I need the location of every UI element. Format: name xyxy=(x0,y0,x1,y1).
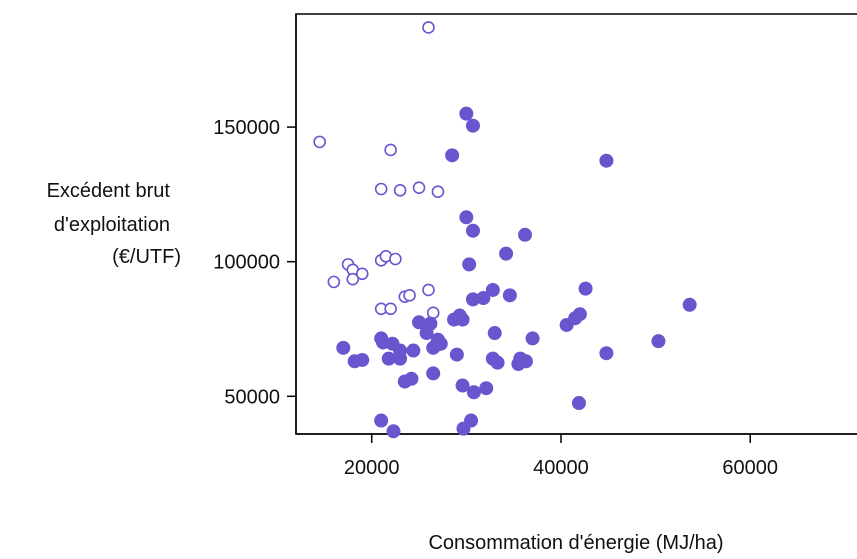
plot-area-frame xyxy=(295,13,857,435)
open-data-point xyxy=(327,275,341,289)
open-data-point xyxy=(355,267,369,281)
y-axis-label-line-3: (€/UTF) xyxy=(112,246,181,268)
open-data-point xyxy=(403,289,416,302)
x-axis-label: Consommation d'énergie (MJ/ha) xyxy=(428,532,723,554)
x-tick-label: 20000 xyxy=(344,457,400,479)
filled-data-point xyxy=(502,288,517,303)
filled-data-point xyxy=(599,153,614,168)
filled-data-point xyxy=(464,413,479,428)
filled-data-point xyxy=(525,331,540,346)
open-data-point xyxy=(313,135,326,149)
filled-data-point xyxy=(599,346,614,361)
filled-data-point xyxy=(445,148,460,163)
filled-data-point xyxy=(479,381,494,396)
filled-data-point xyxy=(374,413,389,428)
y-tick-label: 100000 xyxy=(213,252,280,274)
filled-data-point xyxy=(336,340,351,355)
open-data-point xyxy=(389,252,402,266)
filled-data-point xyxy=(455,312,470,327)
y-axis-label-line-1: Excédent brut xyxy=(46,180,170,202)
open-data-point xyxy=(384,143,397,157)
filled-data-point xyxy=(682,297,697,312)
open-data-point xyxy=(346,272,360,286)
filled-data-point xyxy=(393,351,408,366)
filled-data-point xyxy=(404,371,419,386)
filled-data-point xyxy=(485,282,500,297)
filled-data-point xyxy=(449,347,464,362)
filled-data-point xyxy=(651,334,666,349)
y-axis-ticks: 50000 100000 150000 xyxy=(213,117,296,408)
filled-data-point xyxy=(466,385,481,400)
filled-data-point xyxy=(571,396,586,411)
x-tick-label: 60000 xyxy=(722,457,778,479)
filled-data-point xyxy=(355,352,370,367)
open-data-point xyxy=(422,21,435,34)
open-data-point xyxy=(374,182,388,196)
open-data-point xyxy=(393,184,407,197)
open-data-point xyxy=(412,181,426,194)
y-axis-label-line-2: d'exploitation xyxy=(53,214,170,236)
filled-data-point xyxy=(386,424,401,439)
filled-data-point xyxy=(459,210,474,225)
filled-data-point xyxy=(487,326,502,341)
open-data-point xyxy=(384,302,397,316)
x-axis-ticks: 20000 40000 60000 xyxy=(344,434,778,479)
filled-data-point xyxy=(499,246,514,261)
open-data-point xyxy=(431,185,445,198)
filled-data-point xyxy=(559,317,574,332)
filled-data-point xyxy=(465,223,480,238)
filled-data-point xyxy=(462,257,477,272)
filled-data-point xyxy=(455,378,470,393)
filled-data-point xyxy=(459,106,474,121)
filled-data-point xyxy=(406,343,421,358)
x-tick-label: 40000 xyxy=(533,457,589,479)
filled-data-point xyxy=(426,366,441,381)
filled-data-point xyxy=(476,291,491,306)
filled-data-point xyxy=(490,355,505,370)
filled-data-point xyxy=(511,357,526,371)
filled-data-point xyxy=(419,326,434,341)
filled-data-point xyxy=(465,118,480,133)
filled-data-point xyxy=(578,281,593,296)
y-tick-label: 150000 xyxy=(213,117,280,139)
filled-data-point xyxy=(518,227,533,242)
open-data-point xyxy=(422,283,435,297)
y-tick-label: 50000 xyxy=(224,386,280,408)
filled-data-point xyxy=(433,336,448,351)
data-points xyxy=(313,21,697,439)
